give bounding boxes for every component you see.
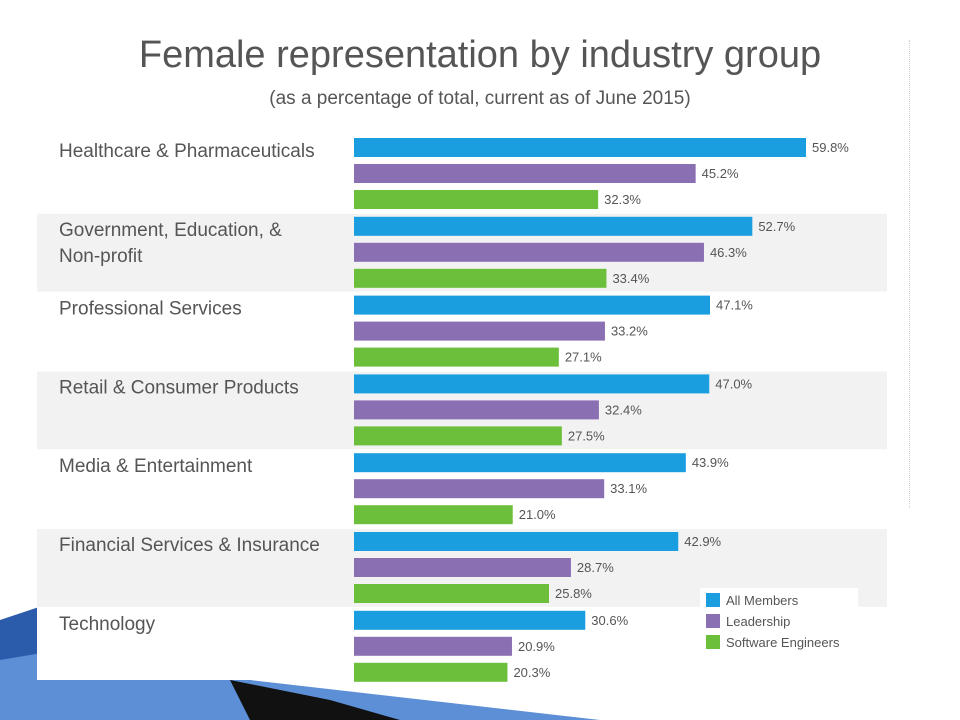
data-label: 30.6% <box>591 613 628 628</box>
category-label: Non-profit <box>59 246 143 267</box>
category-label: Professional Services <box>59 299 242 320</box>
bar-leadership <box>354 479 605 499</box>
legend-box <box>700 588 858 656</box>
data-label: 33.2% <box>611 324 648 339</box>
slide-corner-dark-shape <box>230 680 400 720</box>
data-label: 25.8% <box>555 586 592 601</box>
bar-all-members <box>354 138 806 157</box>
chart-title: Female representation by industry group <box>138 34 822 76</box>
data-label: 32.4% <box>605 402 642 417</box>
data-label: 43.9% <box>692 455 729 470</box>
data-label: 59.8% <box>812 140 849 155</box>
data-label: 20.3% <box>513 665 550 680</box>
bar-all-members <box>354 216 753 236</box>
category-label: Technology <box>59 614 156 635</box>
legend-swatch <box>706 593 720 607</box>
category-label: Retail & Consumer Products <box>59 377 299 398</box>
legend-label: All Members <box>726 593 799 608</box>
data-label: 21.0% <box>519 507 556 522</box>
bar-leadership <box>354 321 605 341</box>
data-label: 33.1% <box>610 481 647 496</box>
data-label: 45.2% <box>702 166 739 181</box>
bar-software-engineers <box>354 347 559 367</box>
data-label: 27.1% <box>565 350 602 365</box>
bar-all-members <box>354 295 711 315</box>
dotted-divider <box>909 40 910 508</box>
data-label: 52.7% <box>758 219 795 234</box>
bar-all-members <box>354 374 710 394</box>
bar-all-members <box>354 532 679 551</box>
category-label: Financial Services & Insurance <box>59 535 320 556</box>
legend-swatch <box>706 614 720 628</box>
bar-software-engineers <box>354 505 513 525</box>
data-label: 47.1% <box>716 298 753 313</box>
bar-software-engineers <box>354 662 508 682</box>
category-label: Government, Education, & <box>59 220 282 241</box>
data-label: 27.5% <box>568 428 605 443</box>
data-label: 46.3% <box>710 245 747 260</box>
bar-all-members <box>354 610 586 630</box>
bar-software-engineers <box>354 268 607 288</box>
data-label: 47.0% <box>715 376 752 391</box>
bar-leadership <box>354 164 696 183</box>
legend-label: Leadership <box>726 614 790 629</box>
bar-software-engineers <box>354 426 562 446</box>
bar-leadership <box>354 558 571 577</box>
data-label: 28.7% <box>577 560 614 575</box>
data-label: 42.9% <box>684 534 721 549</box>
legend-swatch <box>706 635 720 649</box>
data-label: 32.3% <box>604 192 641 207</box>
bar-leadership <box>354 400 599 420</box>
data-label: 20.9% <box>518 639 555 654</box>
category-label: Healthcare & Pharmaceuticals <box>59 141 315 162</box>
bar-software-engineers <box>354 190 599 209</box>
bar-leadership <box>354 636 512 656</box>
bar-leadership <box>354 242 704 262</box>
bar-all-members <box>354 453 686 473</box>
legend-label: Software Engineers <box>726 635 840 650</box>
bar-software-engineers <box>354 584 550 603</box>
category-label: Media & Entertainment <box>59 456 253 477</box>
chart-subtitle: (as a percentage of total, current as of… <box>269 88 691 109</box>
data-label: 33.4% <box>612 271 649 286</box>
